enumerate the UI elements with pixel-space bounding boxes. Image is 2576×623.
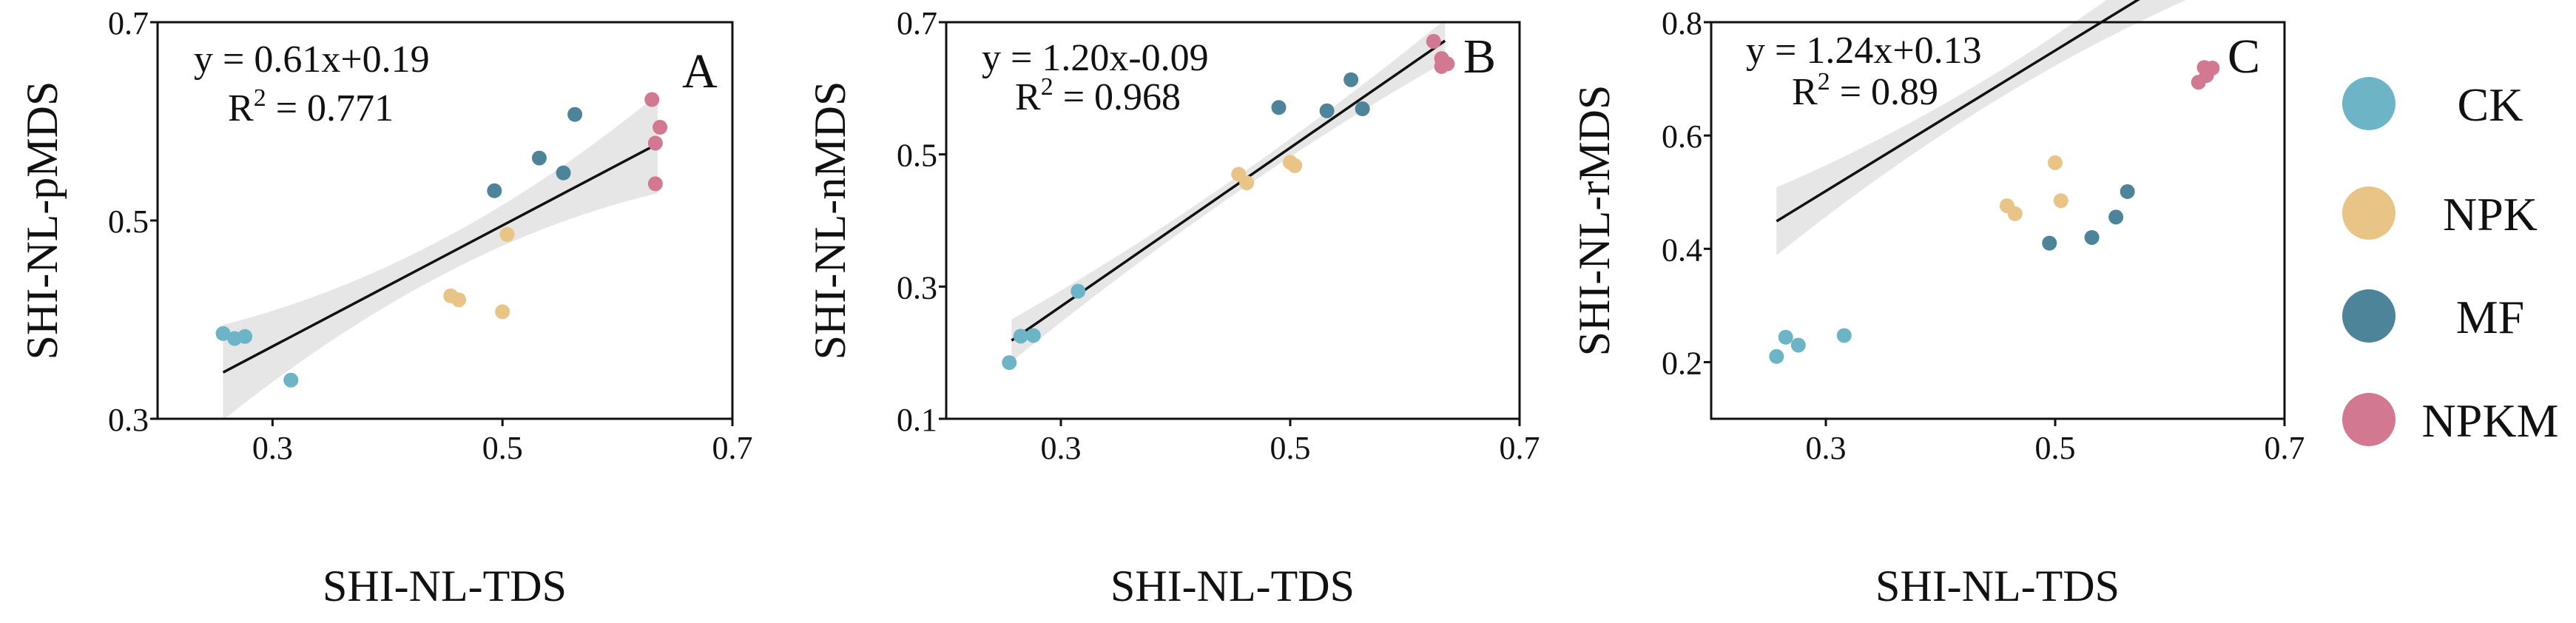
data-point-mf — [487, 183, 502, 198]
y-tick-label: 0.3 — [897, 269, 937, 306]
x-axis-label-c: SHI-NL-TDS — [1875, 562, 2120, 610]
data-point-npk — [1287, 158, 1303, 173]
data-point-npkm — [647, 176, 663, 192]
y-axis-label-a: SHI-NL-pMDS — [18, 81, 67, 360]
y-axis-label-b: SHI-NL-nMDS — [806, 81, 854, 360]
data-point-mf — [567, 107, 583, 122]
data-point-ck — [215, 326, 231, 341]
data-point-mf — [2108, 209, 2124, 225]
x-tick-label: 0.5 — [2035, 430, 2076, 466]
x-tick-label: 0.7 — [1500, 430, 1540, 466]
data-point-npkm — [653, 120, 668, 135]
panel-label-b: B — [1463, 30, 1496, 84]
y-tick-label: 0.5 — [108, 203, 149, 240]
data-point-ck — [237, 329, 253, 344]
x-tick-label: 0.5 — [1270, 430, 1311, 466]
legend-label-npkm: NPKM — [2422, 394, 2559, 447]
data-point-npkm — [1440, 56, 1455, 72]
data-point-ck — [1790, 337, 1806, 353]
x-tick-label: 0.3 — [1806, 430, 1847, 466]
legend-marker-ck — [2342, 77, 2395, 130]
data-point-mf — [1271, 100, 1287, 115]
regression-line-c — [1776, 0, 2140, 223]
panel-label-c: C — [2228, 30, 2260, 84]
data-point-npk — [2053, 193, 2068, 209]
data-point-mf — [1355, 101, 1370, 117]
x-tick-label: 0.7 — [712, 430, 753, 466]
data-point-ck — [1002, 355, 1017, 371]
data-point-npkm — [2205, 61, 2220, 76]
y-tick-label: 0.1 — [897, 402, 937, 438]
plot-frame-b — [945, 21, 1521, 420]
data-point-npkm — [644, 92, 660, 107]
panel-c: y = 1.24x+0.13 R2 = 0.89 C SHI-NL-TDS SH… — [1570, 0, 2305, 610]
y-tick-label: 0.7 — [108, 5, 149, 41]
y-tick-label: 0.4 — [1662, 232, 1702, 268]
data-point-mf — [1319, 103, 1335, 118]
legend-label-npk: NPK — [2443, 188, 2538, 240]
y-tick-label: 0.7 — [897, 5, 937, 41]
data-point-mf — [2120, 183, 2135, 199]
data-point-mf — [1343, 72, 1359, 87]
x-tick-label: 0.7 — [2265, 430, 2305, 466]
data-point-npkm — [1426, 33, 1441, 49]
data-point-ck — [1778, 329, 1793, 345]
x-axis-label-a: SHI-NL-TDS — [323, 562, 567, 610]
data-point-npk — [2007, 206, 2023, 221]
legend-marker-npk — [2342, 186, 2395, 240]
data-point-ck — [1836, 328, 1852, 343]
data-point-mf — [2084, 229, 2100, 245]
x-axis-label-b: SHI-NL-TDS — [1110, 562, 1355, 610]
data-point-mf — [2042, 235, 2057, 251]
x-tick-label: 0.5 — [482, 430, 523, 466]
data-point-npk — [495, 304, 510, 320]
data-point-npk — [451, 292, 467, 308]
data-point-ck — [1013, 329, 1028, 344]
data-point-ck — [1769, 348, 1784, 364]
data-point-npk — [2048, 155, 2063, 170]
legend-label-ck: CK — [2458, 78, 2523, 131]
y-tick-label: 0.6 — [1662, 118, 1702, 155]
x-tick-label: 0.3 — [252, 430, 293, 466]
regression-equation-c: y = 1.24x+0.13 — [1746, 30, 1982, 72]
data-point-ck — [283, 372, 299, 388]
r-squared-c: R2 = 0.89 — [1792, 68, 1938, 113]
y-tick-label: 0.8 — [1662, 5, 1702, 41]
data-point-npk — [1239, 175, 1255, 191]
r-squared-b: R2 = 0.968 — [1015, 73, 1181, 118]
y-tick-label: 0.5 — [897, 138, 937, 174]
legend-marker-mf — [2342, 289, 2395, 343]
panel-b: y = 1.20x-0.09 R2 = 0.968 B SHI-NL-TDS S… — [806, 5, 1540, 610]
panel-a: y = 0.61x+0.19 R2 = 0.771 A SHI-NL-TDS S… — [18, 5, 753, 610]
plot-frame-c — [1710, 21, 2286, 420]
y-tick-label: 0.2 — [1662, 345, 1702, 381]
data-point-mf — [531, 150, 547, 166]
panel-label-a: A — [682, 44, 718, 98]
x-tick-label: 0.3 — [1041, 430, 1082, 466]
y-axis-label-c: SHI-NL-rMDS — [1570, 85, 1619, 357]
legend-label-mf: MF — [2456, 291, 2525, 343]
regression-line-a — [222, 142, 658, 374]
data-point-ck — [1070, 283, 1086, 299]
r-squared-a: R2 = 0.771 — [228, 84, 394, 129]
regression-equation-a: y = 0.61x+0.19 — [194, 38, 430, 81]
data-point-npk — [499, 226, 515, 242]
data-point-mf — [556, 165, 571, 181]
y-tick-label: 0.3 — [108, 402, 149, 438]
data-point-npkm — [647, 135, 663, 151]
regression-equation-b: y = 1.20x-0.09 — [982, 37, 1209, 79]
legend: CK NPK MF NPKM — [2342, 77, 2558, 447]
data-point-ck — [1025, 328, 1041, 343]
legend-marker-npkm — [2342, 393, 2395, 446]
